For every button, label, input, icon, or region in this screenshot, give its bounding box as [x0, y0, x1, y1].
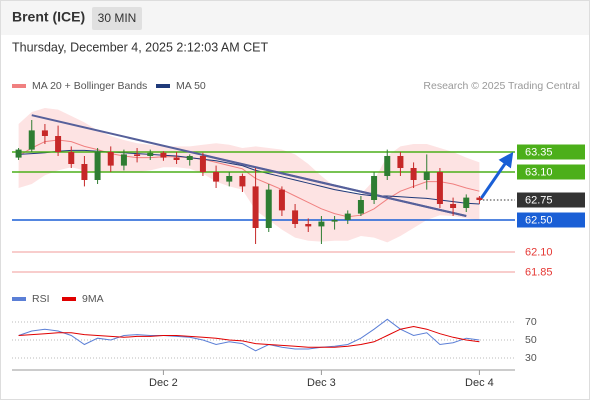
legend-label: RSI — [32, 293, 50, 305]
candle-body — [410, 168, 417, 180]
x-tick-label: Dec 2 — [149, 377, 178, 389]
candle-body — [239, 176, 246, 187]
candle-body — [344, 213, 351, 220]
candle-body — [199, 156, 206, 172]
level-box — [517, 212, 585, 228]
candle-body — [265, 189, 272, 228]
candle-body — [213, 172, 220, 182]
level-label: 63.35 — [525, 146, 553, 158]
candle-body — [173, 157, 180, 160]
projection-arrow — [480, 151, 514, 199]
candle-body — [147, 152, 154, 156]
chart-title: Brent (ICE) — [12, 9, 85, 25]
candle-body — [134, 154, 141, 156]
level-box — [517, 192, 585, 208]
credit: Research © 2025 Trading Central — [423, 80, 580, 92]
candle-body — [305, 224, 312, 227]
rsi-line — [18, 325, 480, 348]
candle-body — [41, 130, 48, 136]
legend-swatch — [62, 297, 76, 301]
candle-body — [226, 176, 233, 182]
candle-body — [15, 149, 22, 158]
candle-body — [384, 156, 391, 176]
legend-swatch — [12, 297, 26, 301]
ma50-line — [18, 149, 480, 205]
legend-swatch — [12, 84, 26, 88]
candle-body — [463, 197, 470, 208]
candle-body — [28, 130, 35, 150]
candle-body — [68, 152, 75, 164]
level-box — [517, 144, 585, 160]
candle-body — [357, 200, 364, 214]
candle-body — [278, 189, 285, 211]
rsi-tick-label: 30 — [525, 352, 537, 364]
interval-badge — [92, 7, 142, 30]
trendline — [202, 154, 467, 217]
level-label: 61.85 — [525, 266, 553, 278]
legend-label: MA 20 + Bollinger Bands — [32, 80, 147, 92]
subtitle: Thursday, December 4, 2025 2:12:03 AM CE… — [12, 40, 269, 54]
candle-body — [318, 221, 325, 227]
legend-label: MA 50 — [176, 80, 206, 92]
legend-swatch — [156, 84, 170, 88]
x-tick-label: Dec 3 — [307, 377, 336, 389]
candle-body — [160, 152, 167, 158]
legend-label: 9MA — [82, 293, 104, 305]
candle-body — [55, 136, 62, 152]
level-label: 62.10 — [525, 246, 553, 258]
x-tick-label: Dec 4 — [465, 377, 494, 389]
candle-body — [186, 156, 193, 160]
level-box — [517, 164, 585, 180]
ma20-line — [18, 139, 480, 218]
rsi-line — [18, 318, 480, 352]
candle-body — [423, 172, 430, 180]
rsi-tick-label: 50 — [525, 334, 537, 346]
candle-body — [252, 186, 259, 228]
candle-body — [436, 172, 443, 204]
candle-body — [81, 164, 88, 180]
level-label: 62.75 — [525, 194, 553, 206]
candle-body — [107, 152, 114, 166]
candle-body — [94, 152, 101, 180]
candle-body — [397, 156, 404, 168]
candle-body — [371, 176, 378, 200]
candle-body — [120, 154, 127, 166]
level-label: 62.50 — [525, 214, 553, 226]
candle-body — [450, 204, 457, 208]
bollinger-band — [18, 108, 480, 243]
header-bar — [1, 1, 589, 35]
candle-body — [331, 220, 338, 222]
level-label: 63.10 — [525, 166, 553, 178]
candle-body — [476, 197, 483, 200]
candle-body — [292, 210, 299, 224]
interval-label: 30 MIN — [98, 11, 137, 25]
rsi-tick-label: 70 — [525, 316, 537, 328]
